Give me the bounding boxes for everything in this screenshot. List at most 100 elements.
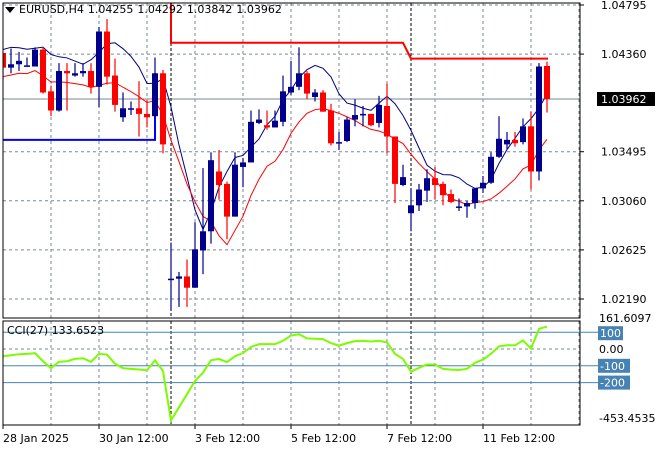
cci-axis: 100 -100 -200 161.6097 0.00 -453.4535 <box>580 312 655 425</box>
time-axis: 28 Jan 2025 30 Jan 12:00 3 Feb 12:00 5 Feb … <box>2 425 555 445</box>
candle-bull <box>16 60 22 65</box>
candle-bull <box>80 71 86 74</box>
candle-bull <box>376 104 382 123</box>
candle-bull <box>416 189 422 206</box>
candle-bear <box>64 71 70 74</box>
cci-title: CCI(27) 133.6523 <box>7 324 105 337</box>
candle-bull <box>296 73 302 87</box>
ma-fast-line <box>3 42 548 231</box>
candle-bull <box>96 31 102 87</box>
candle-bull <box>232 164 238 217</box>
candle-bear <box>216 171 222 186</box>
time-tick-label: 5 Feb 12:00 <box>291 432 356 445</box>
candle-bull <box>208 160 214 232</box>
candle-bull <box>536 66 542 172</box>
candle-bear <box>184 276 190 288</box>
time-tick-label: 3 Feb 12:00 <box>195 432 260 445</box>
resistance-line <box>170 3 548 60</box>
candle-bear <box>512 139 518 144</box>
candle-bear <box>144 113 150 118</box>
candle-bull <box>240 162 246 167</box>
price-tick-label: 1.04795 <box>601 0 647 12</box>
candle-bull <box>480 182 486 189</box>
time-tick-label: 30 Jan 12:00 <box>99 432 169 445</box>
candle-bear <box>3 52 6 68</box>
candle-bear <box>136 108 142 114</box>
candle-bear <box>104 31 110 77</box>
candle-bull <box>496 138 502 157</box>
support-line <box>3 73 156 141</box>
candle-bear <box>304 73 310 94</box>
candle-bull <box>120 108 126 118</box>
dropdown-triangle-icon[interactable] <box>5 6 15 13</box>
candle-bear <box>160 73 166 145</box>
candle-bull <box>272 120 278 128</box>
price-tick-label: 1.04360 <box>601 48 647 61</box>
high-value: 1.04292 <box>137 3 183 16</box>
candle-bear <box>368 113 374 126</box>
candle-bull <box>464 203 470 207</box>
time-tick-label: 11 Feb 12:00 <box>483 432 555 445</box>
ma-slow-line <box>3 70 548 246</box>
cci-tick-label: -453.4535 <box>599 412 655 425</box>
cci-tick-label: 161.6097 <box>599 312 652 325</box>
candle-bull <box>336 142 342 144</box>
candle-bull <box>176 276 182 279</box>
candle-bear <box>264 125 270 128</box>
cci-line <box>3 325 548 424</box>
candle-bull <box>72 73 78 76</box>
current-price-box <box>597 92 655 107</box>
candle-bull <box>520 126 526 143</box>
candle-bull <box>192 249 198 288</box>
candle-bull <box>248 121 254 163</box>
candle-bear <box>112 75 118 105</box>
price-axis: 1.04795 1.04360 1.03962 1.03495 1.03060 1.026… <box>580 0 655 306</box>
candle-bull <box>200 231 206 251</box>
candle-bear <box>40 49 46 93</box>
cci-indicator <box>3 325 580 424</box>
candle-bull <box>168 278 174 281</box>
candle-bear <box>384 106 390 137</box>
time-tick-label: 7 Feb 12:00 <box>387 432 452 445</box>
cci-tick-label: 0.00 <box>599 343 624 356</box>
candle-bear <box>448 194 454 202</box>
cci-level-label: 100 <box>600 327 621 340</box>
low-value: 1.03842 <box>186 3 233 16</box>
main-panel-frame <box>2 2 581 319</box>
symbol-label: EURUSD,H4 <box>19 3 84 16</box>
candle-bull <box>360 113 366 116</box>
candle-bear <box>440 183 446 196</box>
cci-level-box <box>598 375 630 390</box>
candle-bull <box>408 205 414 214</box>
candle-bear <box>88 71 94 87</box>
candle-bull <box>280 91 286 122</box>
candle-bull <box>152 73 158 117</box>
candles <box>3 19 550 311</box>
candle-bull <box>24 65 30 67</box>
price-tick-label: 1.03060 <box>601 195 647 208</box>
candle-bear <box>432 178 438 186</box>
cci-level-label: -100 <box>600 360 625 373</box>
close-value: 1.03962 <box>236 3 282 16</box>
candle-bull <box>472 188 478 204</box>
current-price-label: 1.03962 <box>601 93 647 106</box>
candle-bear <box>224 183 230 217</box>
candle-bull <box>32 49 38 67</box>
cci-level-label: -200 <box>600 377 625 390</box>
candle-bull <box>344 119 350 141</box>
candle-bull <box>456 206 462 208</box>
cci-level-box <box>598 358 630 373</box>
candle-bull <box>128 108 134 110</box>
candle-bear <box>48 91 54 111</box>
price-tick-label: 1.02625 <box>601 244 647 257</box>
candle-bear <box>328 110 334 144</box>
candle-bear <box>544 65 550 100</box>
candle-bear <box>320 92 326 112</box>
open-value: 1.04255 <box>87 3 134 16</box>
candle-bear <box>392 136 398 184</box>
candle-bull <box>312 92 318 97</box>
price-tick-label: 1.03495 <box>601 146 647 159</box>
candle-bull <box>400 177 406 186</box>
candle-bull <box>352 115 358 120</box>
